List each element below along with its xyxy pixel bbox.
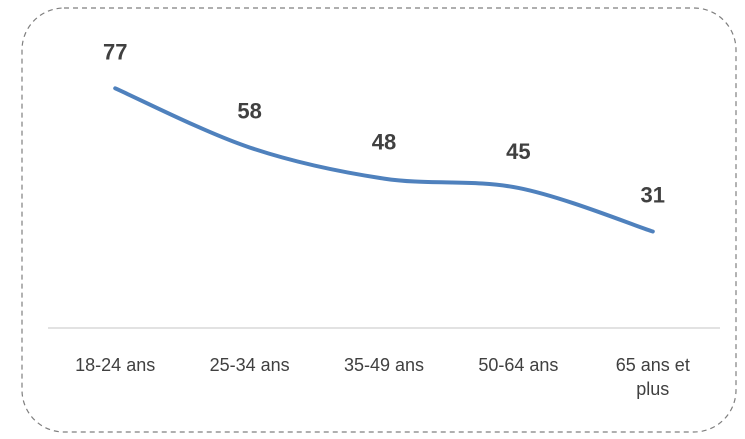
- frame: [21, 7, 737, 433]
- x-tick-label: 25-34 ans: [209, 355, 290, 375]
- x-tick-label: 35-49 ans: [343, 355, 425, 375]
- data-label: 48: [372, 130, 396, 155]
- x-tick-label: 18-24 ans: [75, 355, 156, 375]
- data-label: 45: [506, 139, 530, 164]
- line: [113, 86, 655, 234]
- data-label: 31: [641, 183, 665, 208]
- x-tick-label: 50-64 ans: [478, 355, 559, 375]
- data-label: 77: [103, 39, 127, 64]
- x-tick-label: 65 ans et plus: [615, 355, 690, 399]
- data-label: 58: [237, 98, 261, 123]
